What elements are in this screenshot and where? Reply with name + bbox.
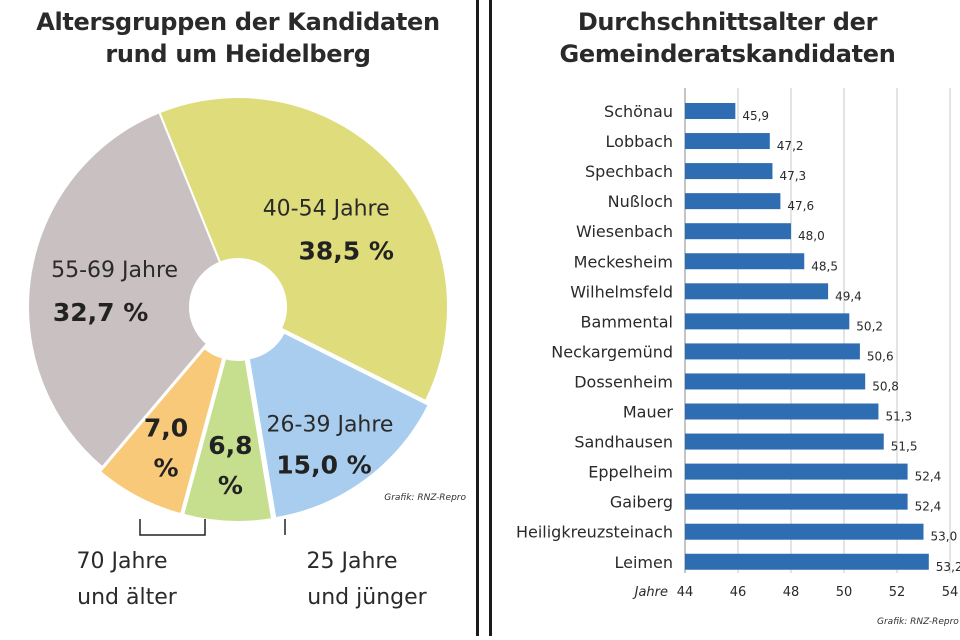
bar [685, 133, 770, 150]
chart-credit: Grafik: RNZ-Repro [877, 617, 959, 627]
pie-slice [157, 96, 449, 403]
bar [685, 253, 805, 270]
bar [685, 193, 781, 210]
pie-slice-label: 26-39 Jahre [267, 413, 394, 438]
value-label: 47,6 [787, 199, 814, 213]
pie-slice [181, 357, 274, 523]
pie-slice-label: 55-69 Jahre [51, 258, 178, 283]
value-label: 53,0 [931, 530, 958, 544]
value-label: 52,4 [915, 500, 942, 514]
pie-title-line-2: rund um Heidelberg [105, 40, 371, 68]
category-label: Lobbach [606, 132, 673, 151]
pie-slice [247, 331, 431, 520]
pie-value-label: % [218, 471, 243, 500]
bar [685, 433, 884, 450]
leader-line [139, 519, 206, 536]
outside-label: 25 Jahre [307, 549, 398, 574]
bar [685, 223, 791, 240]
value-label: 53,2 [936, 560, 960, 574]
outside-label: und jünger [307, 585, 427, 610]
category-label: Eppelheim [588, 463, 673, 482]
pie-value-label: % [153, 453, 178, 482]
category-label: Bammental [581, 312, 673, 331]
average-age-panel: Durchschnittsalter der Gemeinderatskandi… [489, 0, 960, 636]
category-label: Meckesheim [574, 252, 673, 271]
category-label: Dossenheim [574, 372, 673, 391]
value-label: 47,3 [779, 169, 806, 183]
category-label: Wilhelmsfeld [570, 282, 673, 301]
pie-slice [98, 346, 225, 516]
bar [685, 553, 929, 570]
bar [685, 283, 829, 300]
pie-value-label: 32,7 % [53, 298, 148, 327]
value-label: 45,9 [742, 109, 769, 123]
value-label: 50,2 [856, 319, 883, 333]
pie-chart: 40-54 Jahre 38,5 % 26-39 Jahre 15,0 % 6,8% 7,… [27, 96, 466, 610]
value-label: 50,6 [867, 349, 894, 363]
value-label: 50,8 [872, 379, 899, 393]
value-label: 52,4 [915, 470, 942, 484]
x-tick-label: 54 [942, 585, 959, 600]
value-label: 47,2 [777, 139, 804, 153]
value-label: 48,5 [811, 259, 838, 273]
x-tick-label: 50 [836, 585, 853, 600]
bar-title-line-1: Durchschnittsalter der [577, 8, 878, 36]
category-label: Heiligkreuzsteinach [516, 523, 673, 542]
value-label: 51,3 [885, 410, 912, 424]
outside-label: 70 Jahre [77, 549, 168, 574]
pie-center-hole [191, 260, 285, 354]
age-groups-panel: Altersgruppen der Kandidaten rund um Hei… [0, 0, 479, 636]
x-tick-label: 52 [889, 585, 906, 600]
category-label: Spechbach [585, 162, 673, 181]
pie-slice-label: 40-54 Jahre [263, 197, 390, 222]
bar [685, 103, 736, 119]
chart-credit: Grafik: RNZ-Repro [384, 493, 466, 503]
category-label: Neckargemünd [551, 342, 673, 361]
bar [685, 463, 908, 480]
pie-chart-title: Altersgruppen der Kandidaten rund um Hei… [0, 6, 476, 70]
bar [685, 313, 850, 330]
bar [685, 343, 860, 360]
bar-title-line-2: Gemeinderatskandidaten [559, 40, 896, 68]
bar [685, 403, 879, 420]
category-label: Leimen [615, 553, 674, 572]
bar [685, 373, 866, 390]
pie-value-label: 6,8 [208, 431, 252, 460]
x-tick-label: 46 [730, 585, 747, 600]
bar [685, 163, 773, 180]
value-label: 51,5 [891, 440, 918, 454]
category-label: Mauer [623, 403, 674, 422]
bar [685, 493, 908, 510]
bar [685, 523, 924, 540]
x-tick-label: 48 [783, 585, 800, 600]
category-label: Nußloch [608, 192, 673, 211]
pie-title-line-1: Altersgruppen der Kandidaten [36, 8, 440, 36]
category-label: Schönau [604, 102, 673, 121]
pie-slice [27, 111, 222, 469]
pie-value-label: 15,0 % [276, 451, 371, 480]
bar-chart: Schönau 45,9 Lobbach 47,2 Spechbach 47,3 Nußlo… [516, 88, 960, 627]
pie-value-label: 7,0 [144, 413, 188, 442]
x-axis-label: Jahre [632, 585, 668, 600]
bar-chart-title: Durchschnittsalter der Gemeinderatskandi… [492, 6, 960, 70]
value-label: 48,0 [798, 229, 825, 243]
category-label: Gaiberg [610, 493, 673, 512]
outside-label: und älter [77, 585, 178, 610]
value-label: 49,4 [835, 289, 862, 303]
category-label: Sandhausen [574, 433, 673, 452]
x-tick-label: 44 [677, 585, 694, 600]
category-label: Wiesenbach [576, 222, 673, 241]
pie-value-label: 38,5 % [298, 237, 393, 266]
